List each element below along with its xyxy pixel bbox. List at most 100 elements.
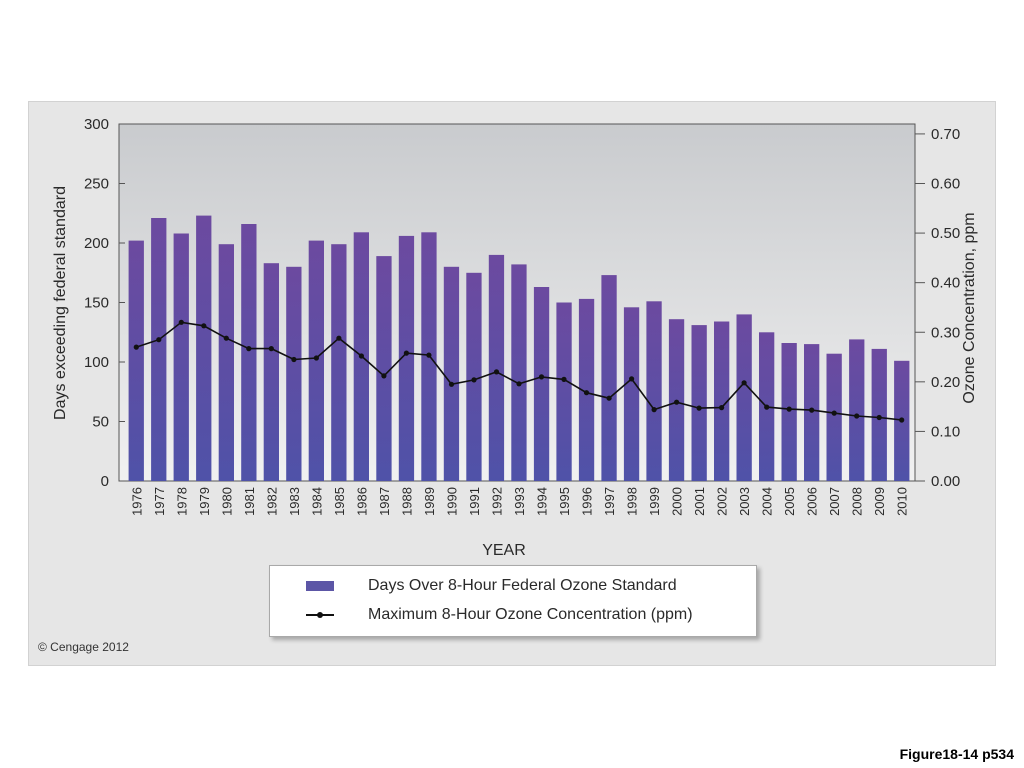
ozone-point-2002	[719, 405, 725, 411]
y2-tick-label-0.00: 0.00	[931, 473, 960, 490]
y2-tick-label-0.10: 0.10	[931, 423, 960, 440]
ozone-point-1977	[156, 337, 162, 343]
y-tick-label-300: 300	[84, 116, 109, 133]
bar-1985	[331, 244, 347, 481]
x-tick-label-1990: 1990	[445, 487, 460, 516]
bar-2001	[691, 325, 707, 481]
bar-1993	[511, 264, 527, 481]
x-tick-label-1979: 1979	[197, 487, 212, 516]
x-tick-label-2001: 2001	[692, 487, 707, 516]
y-axis-label: Days exceeding federal standard	[52, 186, 69, 420]
x-tick-label-2010: 2010	[895, 487, 910, 516]
bar-1987	[376, 256, 392, 481]
bar-1996	[578, 298, 595, 481]
bar-1997	[601, 275, 617, 481]
legend-item-line: Maximum 8-Hour Ozone Concentration (ppm)	[306, 605, 693, 625]
y2-tick-label-0.60: 0.60	[931, 176, 960, 193]
ozone-point-1978	[178, 319, 184, 325]
figure-label: Figure18-14 p534	[899, 746, 1014, 762]
x-tick-label-2008: 2008	[850, 487, 865, 516]
chart: 1976 1977 1978 1979 1980 1981 1982 1983 1984 1985…	[52, 116, 978, 559]
y-tick-label-100: 100	[84, 354, 109, 371]
ozone-point-1976	[133, 344, 139, 350]
bar-1994	[533, 287, 550, 481]
y-tick-label-200: 200	[84, 235, 109, 252]
x-tick-label-1999: 1999	[647, 487, 662, 516]
y2-axis-label: Ozone Concentration, ppm	[961, 212, 978, 403]
x-tick-label-1976: 1976	[129, 487, 144, 516]
ozone-point-1993	[516, 381, 522, 387]
x-tick-label-1978: 1978	[174, 487, 189, 516]
ozone-point-1999	[651, 407, 657, 413]
bar-1998	[623, 307, 640, 481]
x-tick-label-1981: 1981	[242, 487, 257, 516]
legend-line-swatch	[306, 610, 334, 620]
ozone-point-1984	[313, 355, 319, 361]
x-tick-label-1980: 1980	[219, 487, 234, 516]
bar-1995	[556, 302, 572, 481]
ozone-point-1996	[583, 390, 590, 396]
bar-1980	[218, 244, 234, 481]
bar-2008	[849, 339, 865, 481]
y-tick-label-150: 150	[84, 295, 109, 312]
x-tick-label-1982: 1982	[264, 487, 279, 516]
x-tick-label-2000: 2000	[670, 487, 685, 516]
bar-1990	[443, 266, 460, 481]
x-tick-label-2006: 2006	[805, 487, 820, 516]
ozone-point-1982	[268, 346, 274, 352]
ozone-point-1979	[201, 323, 207, 329]
ozone-point-2008	[854, 413, 860, 419]
legend-bar-label: Days Over 8-Hour Federal Ozone Standard	[368, 577, 677, 594]
x-tick-label-2009: 2009	[872, 487, 887, 516]
x-tick-label-2004: 2004	[760, 487, 775, 516]
bar-2002	[714, 321, 730, 481]
legend: Days Over 8-Hour Federal Ozone Standard …	[269, 565, 757, 637]
legend-bar-swatch	[306, 581, 334, 591]
ozone-point-1992	[493, 369, 500, 375]
x-tick-label-2005: 2005	[782, 487, 797, 516]
y-tick-label-0: 0	[101, 473, 109, 490]
y2-tick-label-0.50: 0.50	[931, 225, 960, 242]
legend-item-bars: Days Over 8-Hour Federal Ozone Standard	[306, 576, 677, 596]
ozone-point-1989	[426, 352, 432, 358]
ozone-point-1998	[629, 376, 635, 382]
ozone-point-1983	[291, 356, 297, 363]
y-tick-label-50: 50	[92, 414, 109, 431]
ozone-point-2001	[696, 405, 702, 411]
bar-2007	[826, 353, 842, 481]
y2-tick-label-0.40: 0.40	[931, 275, 960, 292]
chart-panel: 1976 1977 1978 1979 1980 1981 1982 1983 1984 1985…	[28, 101, 996, 666]
bar-1992	[488, 254, 505, 481]
bar-1984	[308, 240, 324, 481]
bar-1977	[151, 218, 167, 481]
x-tick-label-1992: 1992	[490, 487, 505, 516]
bar-1988	[398, 235, 415, 481]
ozone-point-1980	[223, 335, 229, 341]
x-tick-label-1995: 1995	[557, 487, 572, 516]
x-tick-label-1988: 1988	[399, 487, 414, 516]
ozone-point-1987	[381, 373, 387, 379]
x-tick-label-2003: 2003	[737, 487, 752, 516]
ozone-point-2009	[876, 414, 882, 421]
ozone-point-1985	[336, 335, 342, 341]
ozone-point-2010	[899, 417, 905, 423]
ozone-point-2000	[674, 399, 680, 405]
ozone-point-2004	[764, 404, 770, 410]
x-tick-label-1977: 1977	[152, 487, 167, 516]
x-tick-label-1991: 1991	[467, 487, 482, 516]
ozone-point-1988	[403, 350, 409, 356]
bar-1991	[466, 272, 482, 482]
bar-1982	[263, 263, 279, 481]
bar-2005	[781, 343, 797, 481]
x-tick-label-2002: 2002	[715, 487, 730, 516]
bar-1999	[646, 301, 662, 481]
ozone-point-1991	[471, 377, 477, 383]
x-tick-label-1997: 1997	[602, 487, 617, 516]
ozone-point-1997	[606, 395, 612, 401]
x-tick-label-1983: 1983	[287, 487, 302, 516]
y2-tick-label-0.30: 0.30	[931, 324, 960, 341]
legend-line-label: Maximum 8-Hour Ozone Concentration (ppm)	[368, 606, 693, 623]
ozone-point-2007	[831, 410, 837, 416]
x-tick-label-1987: 1987	[377, 487, 392, 516]
copyright-text: © Cengage 2012	[38, 640, 129, 654]
